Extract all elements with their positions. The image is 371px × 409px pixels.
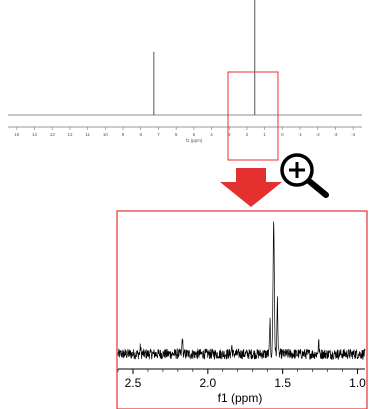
full-spectrum-tick-label: 4 bbox=[210, 132, 213, 137]
full-spectrum-tick-label: -3 bbox=[333, 132, 337, 137]
zoomed-spectrum-trace bbox=[117, 221, 366, 361]
full-spectrum-tick-label: 0 bbox=[281, 132, 284, 137]
full-spectrum-tick-label: 12 bbox=[67, 132, 73, 137]
zoom-in-icon bbox=[280, 153, 329, 198]
full-spectrum-tick-label: 10 bbox=[103, 132, 109, 137]
full-spectrum-tick-label: 13 bbox=[50, 132, 56, 137]
full-spectrum-tick-label: 14 bbox=[32, 132, 38, 137]
zoomed-spectrum-chart: 2.5 2.0 1.5 1.0 f1 (ppm) bbox=[117, 221, 366, 405]
full-spectrum-tick-label: 1 bbox=[263, 132, 266, 137]
full-spectrum-tick-label: 15 bbox=[14, 132, 20, 137]
full-spectrum-tick-label: -4 bbox=[351, 132, 355, 137]
zoomed-spectrum-tick-label: 2.5 bbox=[125, 376, 142, 390]
full-spectrum-tick-label: 6 bbox=[175, 132, 178, 137]
zoomed-spectrum-x-label: f1 (ppm) bbox=[218, 391, 263, 405]
full-spectrum-peaks bbox=[8, 0, 362, 116]
zoom-region-box bbox=[227, 71, 279, 161]
zoomed-spectrum-tick-label: 1.0 bbox=[349, 376, 366, 390]
zoom-panel-frame bbox=[116, 210, 368, 409]
full-spectrum-tick-label: -1 bbox=[298, 132, 302, 137]
full-spectrum-tick-label: 11 bbox=[85, 132, 90, 137]
full-spectrum-tick-label: 3 bbox=[228, 132, 231, 137]
full-spectrum-tick-label: 7 bbox=[157, 132, 160, 137]
zoom-arrow-icon bbox=[220, 168, 282, 207]
full-spectrum-tick-label: 9 bbox=[122, 132, 125, 137]
full-spectrum-tick-label: 8 bbox=[139, 132, 142, 137]
full-spectrum-ticks: 15 14 13 12 11 10 9 8 7 6 5 4 3 2 1 0 -1 -2 -3 -4 bbox=[14, 127, 356, 137]
full-spectrum-chart: 15 14 13 12 11 10 9 8 7 6 5 4 3 2 1 0 -1 -2 -3 -4 f1 (ppm) bbox=[8, 0, 362, 143]
full-spectrum-tick-label: -2 bbox=[316, 132, 320, 137]
zoomed-spectrum-ticks: 2.5 2.0 1.5 1.0 bbox=[117, 369, 366, 390]
zoomed-spectrum-tick-label: 1.5 bbox=[274, 376, 291, 390]
full-spectrum-tick-label: 5 bbox=[193, 132, 196, 137]
full-spectrum-tick-label: 2 bbox=[246, 132, 249, 137]
full-spectrum-x-label: f1 (ppm) bbox=[186, 138, 203, 143]
zoomed-spectrum-tick-label: 2.0 bbox=[199, 376, 216, 390]
